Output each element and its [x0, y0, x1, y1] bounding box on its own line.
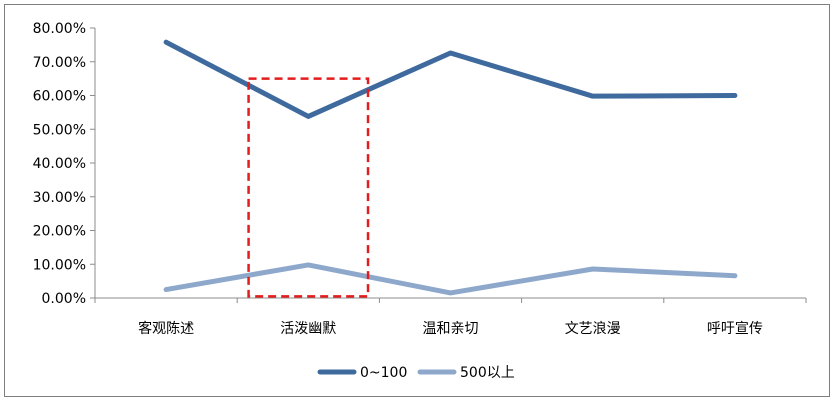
y-tick-label: 10.00% [33, 257, 86, 273]
y-tick-label: 20.00% [33, 224, 86, 240]
y-tick-label: 30.00% [33, 190, 86, 206]
legend-label: 500以上 [460, 365, 515, 381]
annotations [247, 77, 370, 298]
x-tick-label: 呼吁宣传 [707, 321, 763, 337]
legend: 0~100 500以上 [317, 365, 515, 381]
series-line-2 [163, 262, 738, 296]
x-tick-label: 活泼幽默 [280, 321, 336, 337]
y-tick-label: 40.00% [33, 156, 86, 172]
y-tick-label: 70.00% [33, 55, 86, 71]
x-axis-tick-labels: 客观陈述 活泼幽默 温和亲切 文艺浪漫 呼吁宣传 [94, 298, 807, 337]
y-tick-label: 50.00% [33, 122, 86, 138]
legend-label: 0~100 [360, 365, 407, 381]
axes [94, 28, 806, 299]
y-axis-tick-labels: 0.00% 10.00% 20.00% 30.00% 40.00% 50.00% 60.00… [33, 21, 95, 307]
x-tick-label: 文艺浪漫 [565, 321, 621, 337]
series-lines [163, 39, 738, 296]
x-tick-label: 客观陈述 [138, 320, 194, 337]
y-tick-label: 0.00% [42, 291, 86, 307]
x-tick-label: 温和亲切 [423, 321, 479, 337]
y-tick-label: 80.00% [33, 21, 86, 37]
highlight-dashed-box [247, 77, 370, 298]
y-tick-label: 60.00% [33, 89, 86, 105]
